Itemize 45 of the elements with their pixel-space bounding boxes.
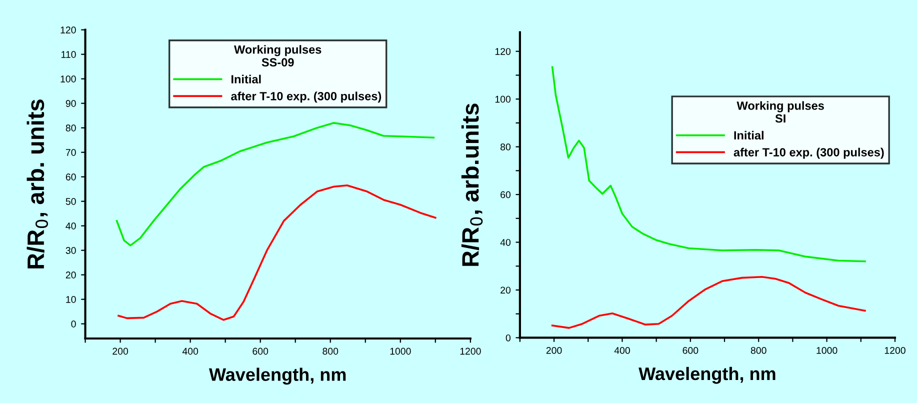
y-tick-label: 0 [506, 334, 511, 342]
y-tick-label: 100 [60, 76, 76, 82]
x-tick-label: 600 [682, 347, 698, 354]
legend-label: Initial [734, 130, 764, 140]
y-tick-label: 120 [60, 26, 76, 34]
x-tick-label: 400 [182, 348, 198, 355]
x-tick-label: 1200 [884, 347, 906, 354]
y-tick-label: 80 [500, 144, 511, 150]
legend-label: after T-10 exp. (300 pulses) [231, 92, 382, 103]
x-axis-title: Wavelength, nm [208, 368, 346, 385]
line-series [118, 184, 436, 321]
x-tick-label: 200 [546, 347, 562, 354]
legend-label: after T-10 exp. (300 pulses) [734, 148, 884, 159]
y-tick-label: 30 [66, 247, 76, 254]
x-tick-label: 800 [750, 347, 766, 354]
y-tick-label: 50 [66, 198, 76, 205]
y-tick-label: 90 [66, 100, 76, 107]
x-tick-label: 400 [614, 347, 630, 354]
y-tick-label: 70 [66, 149, 76, 156]
y-tick-label: 0 [71, 320, 76, 328]
y-tick-label: 40 [66, 222, 76, 230]
legend-title: Working pulses SS-09 [234, 45, 322, 67]
y-tick-label: 60 [500, 191, 511, 198]
y-tick-label: 120 [495, 48, 511, 55]
x-tick-label: 1000 [390, 348, 411, 355]
y-axis-title: R/R$_{0}$, arb.units [461, 104, 483, 266]
y-axis-title: R/R$_{0}$, arb. units [26, 100, 48, 268]
x-tick-label: 800 [322, 348, 338, 355]
y-tick-label: 10 [66, 296, 76, 303]
legend-label: Initial [232, 74, 261, 84]
x-axis-title: Wavelength, nm [638, 366, 776, 384]
y-tick-label: 40 [500, 238, 511, 246]
y-tick-label: 80 [66, 124, 76, 132]
x-tick-label: 1200 [460, 348, 481, 355]
y-tick-label: 20 [500, 286, 511, 294]
x-tick-label: 1000 [816, 347, 838, 354]
y-tick-label: 110 [61, 51, 76, 58]
legend-title: Working pulses SI [736, 101, 824, 123]
x-tick-label: 200 [112, 348, 128, 355]
y-tick-label: 60 [66, 174, 76, 180]
y-tick-label: 100 [495, 96, 511, 103]
line-series [116, 122, 435, 246]
x-tick-label: 600 [252, 348, 268, 355]
line-series [551, 276, 866, 329]
y-tick-label: 20 [66, 272, 76, 278]
